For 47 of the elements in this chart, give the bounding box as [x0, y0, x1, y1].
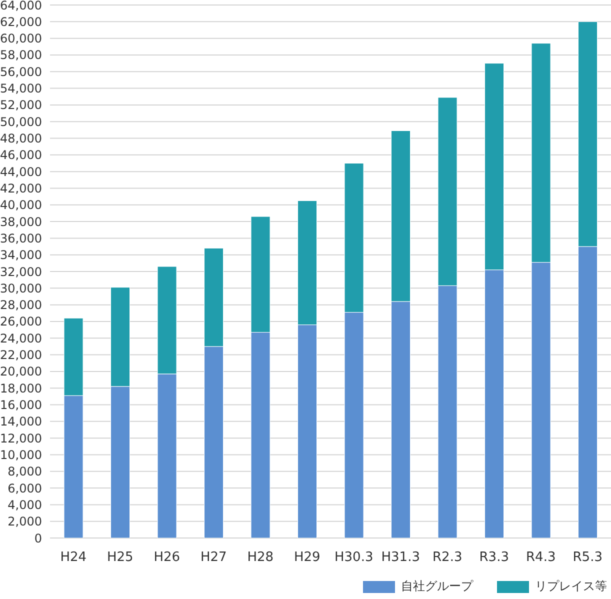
x-tick-label: R3.3 [479, 550, 509, 566]
y-tick-label: 26,000 [0, 314, 42, 329]
x-tick-label: R2.3 [432, 550, 462, 566]
y-tick-label: 6,000 [8, 481, 42, 496]
y-tick-label: 56,000 [0, 64, 42, 79]
y-tick-label: 8,000 [8, 464, 42, 479]
y-tick-label: 52,000 [0, 98, 42, 112]
x-tick-label: H27 [200, 550, 227, 566]
y-tick-label: 36,000 [0, 231, 42, 246]
y-tick-label: 10,000 [0, 448, 42, 462]
x-tick-label: H31.3 [381, 550, 420, 566]
y-tick-label: 38,000 [0, 214, 42, 229]
y-tick-label: 64,000 [0, 0, 42, 12]
legend-label: 自社グループ [401, 578, 473, 595]
y-tick-label: 40,000 [0, 198, 42, 212]
y-tick-label: 32,000 [0, 264, 42, 279]
y-tick-label: 2,000 [8, 514, 42, 529]
y-tick-label: 18,000 [0, 381, 42, 396]
y-tick-label: 14,000 [0, 414, 42, 429]
x-tick-label: H28 [247, 550, 274, 566]
y-tick-label: 44,000 [0, 164, 42, 179]
y-tick-label: 12,000 [0, 431, 42, 446]
y-tick-label: 4,000 [8, 498, 42, 512]
y-tick-label: 50,000 [0, 114, 42, 129]
y-tick-label: 46,000 [0, 148, 42, 162]
x-tick-label: H30.3 [334, 550, 374, 566]
y-tick-label: 24,000 [0, 331, 42, 346]
y-tick-label: 0 [34, 531, 42, 546]
y-tick-label: 20,000 [0, 364, 42, 379]
x-tick-label: H25 [106, 550, 134, 566]
y-tick-label: 16,000 [0, 398, 42, 412]
y-tick-label: 30,000 [0, 281, 42, 296]
y-tick-label: 22,000 [0, 348, 42, 362]
y-tick-label: 60,000 [0, 32, 42, 46]
y-tick-label: 62,000 [0, 14, 42, 29]
x-tick-label: H24 [60, 550, 87, 566]
x-tick-label: H26 [154, 550, 180, 566]
y-tick-label: 58,000 [0, 48, 42, 62]
y-tick-label: 48,000 [0, 132, 42, 146]
x-tick-label: H29 [294, 550, 320, 566]
y-tick-label: 28,000 [0, 298, 42, 312]
x-tick-label: R4.3 [526, 550, 556, 566]
x-tick-label: R5.3 [572, 550, 602, 566]
y-tick-label: 54,000 [0, 82, 42, 96]
y-tick-label: 34,000 [0, 248, 42, 262]
legend-label: リプレイス等 [535, 578, 607, 595]
y-tick-label: 42,000 [0, 181, 42, 196]
